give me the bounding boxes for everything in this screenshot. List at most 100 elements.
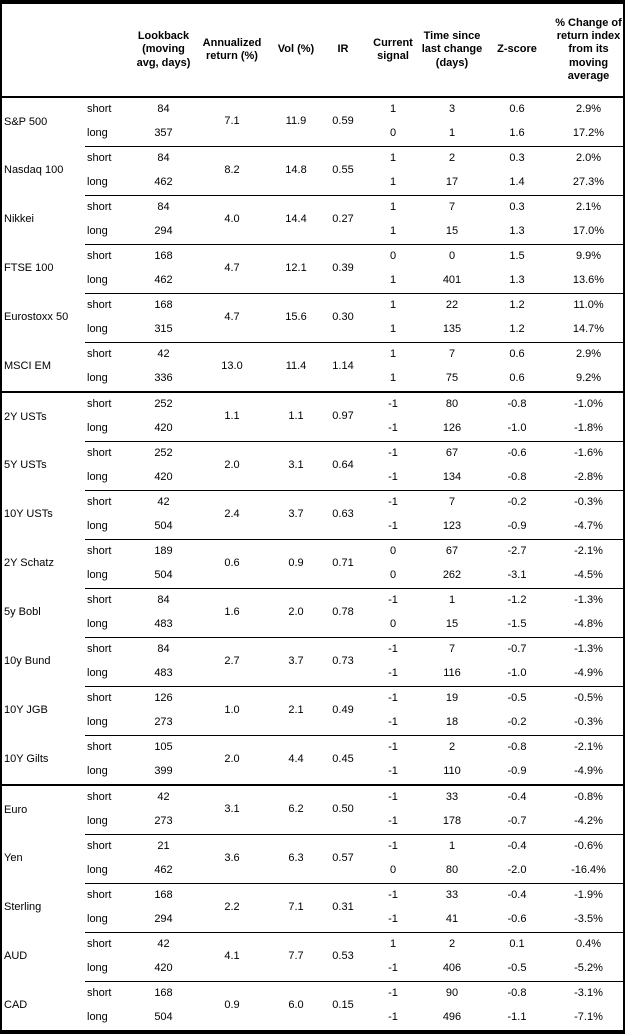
zscore-cell: -0.4	[484, 834, 550, 859]
lookback-cell: 420	[154, 422, 173, 435]
vol-cell: 4.4	[272, 735, 320, 785]
lookback-cell: 462	[154, 176, 173, 189]
ir-cell: 1.14	[320, 342, 366, 392]
signal-cell: 1	[366, 932, 420, 957]
pct-change-cell: 27.3%	[572, 176, 605, 189]
leg-cell: long	[87, 372, 108, 385]
zscore-cell: -0.7	[507, 815, 527, 828]
ir-cell: 0.73	[320, 637, 366, 687]
table-header: Lookback (moving avg, days) Annualized r…	[2, 4, 625, 98]
zscore-cell: 1.2	[509, 323, 525, 336]
header-lookback: Lookback (moving avg, days)	[135, 4, 192, 98]
signal-cell: -1	[366, 735, 420, 760]
asset-row-short: AUD short 42 4.1 7.7 0.53 1 2 0.1 0.4%	[2, 932, 625, 982]
ir-cell: 0.64	[320, 441, 366, 491]
zscore-cell: -3.1	[507, 569, 527, 582]
pct-change-cell: -5.2%	[574, 962, 603, 975]
time-since-cell: 90	[420, 981, 484, 1006]
signal-cell: 1	[389, 103, 397, 116]
asset-row-long: long 483 -1 116 -1.0 -4.9%	[2, 662, 625, 687]
time-since-cell: 1	[420, 588, 484, 613]
header-leg	[85, 4, 135, 98]
lookback-cell: 294	[154, 225, 173, 238]
zscore-cell: -1.2	[484, 588, 550, 613]
zscore-cell: -0.5	[484, 686, 550, 711]
pct-change-cell: -1.3%	[550, 588, 625, 613]
pct-change-cell: -0.3%	[550, 490, 625, 515]
pct-change-cell: -1.6%	[550, 441, 625, 466]
signal-cell: -1	[388, 765, 398, 778]
header-vol: Vol (%)	[272, 4, 320, 98]
asset-row-long: long 462 1 17 1.4 27.3%	[2, 171, 625, 196]
time-since-cell: 15	[445, 225, 459, 238]
annualized-return-cell: 4.1	[192, 932, 272, 982]
pct-change-cell: 9.2%	[575, 372, 602, 385]
lookback-cell: 21	[135, 834, 192, 859]
signal-cell: -1	[388, 520, 398, 533]
asset-name-cell: CAD	[4, 999, 28, 1012]
ir-cell: 0.45	[320, 735, 366, 785]
lookback-cell: 252	[135, 391, 192, 417]
pct-change-cell: 0.4%	[550, 932, 625, 957]
pct-change-cell: 13.6%	[572, 274, 605, 287]
pct-change-cell: -3.5%	[574, 913, 603, 926]
asset-name-cell: 10Y Gilts	[4, 753, 49, 766]
leg-cell: short	[85, 784, 135, 810]
leg-cell: short	[85, 735, 135, 760]
pct-change-cell: -4.8%	[574, 618, 603, 631]
leg-cell: short	[87, 103, 112, 116]
lookback-cell: 483	[154, 618, 173, 631]
signal-cell: -1	[366, 490, 420, 515]
time-since-cell: 67	[420, 539, 484, 564]
asset-row-long: long 504 -1 123 -0.9 -4.7%	[2, 515, 625, 540]
annualized-return-cell: 2.4	[192, 490, 272, 540]
vol-cell: 6.3	[272, 834, 320, 884]
leg-cell: short	[85, 293, 135, 318]
leg-cell: long	[87, 716, 108, 729]
signal-cell: 1	[389, 323, 397, 336]
pct-change-cell: 17.2%	[572, 127, 605, 140]
annualized-return-cell: 13.0	[192, 342, 272, 392]
leg-cell: long	[87, 225, 108, 238]
ir-cell: 0.27	[320, 195, 366, 245]
asset-row-long: long 273 -1 178 -0.7 -4.2%	[2, 810, 625, 835]
time-since-cell: 2	[420, 146, 484, 171]
leg-cell: short	[85, 883, 135, 908]
lookback-cell: 84	[135, 588, 192, 613]
leg-cell: short	[85, 146, 135, 171]
signal-cell: -1	[388, 913, 398, 926]
time-since-cell: 1	[448, 127, 456, 140]
zscore-cell: -0.2	[507, 716, 527, 729]
time-since-cell: 2	[420, 735, 484, 760]
lookback-cell: 168	[135, 293, 192, 318]
leg-cell: short	[85, 686, 135, 711]
asset-row-short: Sterling short 168 2.2 7.1 0.31 -1 33 -0.4 -1.9%	[2, 883, 625, 933]
time-since-cell: 496	[442, 1011, 462, 1024]
asset-row-long: long 357 0 1 1.6 17.2%	[2, 122, 625, 147]
ir-cell: 0.59	[332, 115, 354, 128]
time-since-cell: 7	[420, 490, 484, 515]
annualized-return-cell: 2.2	[192, 883, 272, 933]
leg-cell: short	[85, 637, 135, 662]
lookback-cell: 294	[154, 913, 173, 926]
zscore-cell: 0.3	[484, 195, 550, 220]
annualized-return-cell: 1.1	[192, 391, 272, 442]
signal-cell: -1	[388, 1011, 398, 1024]
pct-change-cell: -0.8%	[550, 784, 625, 810]
zscore-cell: 1.4	[509, 176, 525, 189]
asset-name-cell: 2Y USTs	[2, 391, 85, 442]
zscore-cell: -1.5	[507, 618, 527, 631]
lookback-cell: 42	[135, 490, 192, 515]
time-since-cell: 33	[420, 784, 484, 810]
leg-cell: short	[85, 195, 135, 220]
zscore-cell: -2.7	[484, 539, 550, 564]
leg-cell: long	[87, 323, 108, 336]
ir-cell: 0.15	[320, 981, 366, 1030]
signal-cell: 1	[389, 372, 397, 385]
asset-row-long: long 504 0 262 -3.1 -4.5%	[2, 564, 625, 589]
lookback-cell: 84	[135, 146, 192, 171]
asset-row-short: 10Y Gilts short 105 2.0 4.4 0.45 -1 2 -0.8 -2.1%	[2, 735, 625, 785]
annualized-return-cell: 1.0	[192, 686, 272, 736]
vol-cell: 12.1	[272, 244, 320, 294]
zscore-cell: -0.7	[484, 637, 550, 662]
